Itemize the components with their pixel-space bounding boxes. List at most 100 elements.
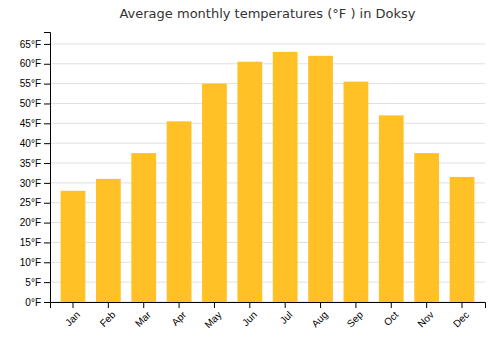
x-tick-label: Sep — [345, 309, 366, 330]
bars — [61, 52, 475, 302]
y-tick-mark — [44, 223, 50, 224]
bar — [450, 177, 475, 302]
x-tick: Nov — [415, 302, 435, 329]
x-tick-mark — [108, 302, 109, 308]
y-tick-label: 15°F — [20, 237, 41, 248]
y-tick: 45°F — [20, 118, 50, 129]
x-tick-label: Apr — [169, 309, 188, 328]
y-tick-label: 35°F — [20, 158, 41, 169]
x-tick-mark — [355, 302, 356, 308]
x-tick-mark — [214, 302, 215, 308]
y-tick-label: 55°F — [20, 78, 41, 89]
bar — [344, 82, 369, 302]
grid-line — [50, 143, 485, 144]
bar — [61, 191, 86, 302]
x-tick-mark — [285, 302, 286, 308]
x-axis: Jan Feb Mar Apr May Jun Jul Aug Sep Oct Nov Dec — [51, 302, 486, 330]
x-tick: Aug — [309, 302, 329, 329]
bar — [273, 52, 298, 302]
y-tick-label: 50°F — [20, 98, 41, 109]
y-tick-mark — [44, 64, 50, 65]
y-tick-mark — [44, 302, 50, 303]
y-tick-mark — [44, 262, 50, 263]
x-tick-mark — [72, 302, 73, 308]
y-tick: 10°F — [20, 257, 50, 268]
title: Average monthly temperatures (°F ) in Do… — [119, 6, 415, 21]
x-tick-label: Nov — [415, 309, 435, 329]
y-tick-mark — [44, 123, 50, 124]
grid-line — [50, 63, 485, 64]
x-tick: Jun — [240, 302, 259, 328]
bar — [237, 62, 262, 302]
x-tick-label: Feb — [98, 309, 118, 329]
bar — [131, 153, 156, 302]
y-tick: 40°F — [20, 138, 50, 149]
y-tick: 35°F — [20, 158, 50, 169]
y-tick-label: 60°F — [20, 58, 41, 69]
x-tick: Mar — [133, 302, 153, 329]
x-tick-mark — [320, 302, 321, 308]
x-tick: Apr — [169, 302, 188, 328]
x-tick-label: Mar — [133, 309, 153, 329]
y-tick-mark — [44, 183, 50, 184]
x-tick-label: Oct — [382, 309, 401, 328]
y-tick-mark — [44, 44, 50, 45]
y-tick-label: 45°F — [20, 118, 41, 129]
x-tick-mark — [391, 302, 392, 308]
y-tick: 20°F — [20, 217, 50, 228]
y-tick-mark — [44, 203, 50, 204]
y-tick: 50°F — [20, 98, 50, 109]
y-tick: 55°F — [20, 78, 50, 89]
y-tick-label: 5°F — [25, 277, 41, 288]
plot: 0°F 5°F 10°F 15°F 20°F 25°F 30°F 35°F 40°F 45°F 50… — [20, 33, 486, 331]
y-tick-label: 0°F — [25, 297, 41, 308]
y-tick-label: 10°F — [20, 257, 41, 268]
y-tick-label: 20°F — [20, 217, 41, 228]
x-tick-label: Dec — [451, 309, 471, 329]
bar — [96, 179, 121, 302]
x-tick-label: May — [202, 309, 223, 330]
y-tick-mark — [44, 163, 50, 164]
x-tick-mark — [249, 302, 250, 308]
y-tick-mark — [44, 282, 50, 283]
x-tick: Feb — [98, 302, 118, 329]
y-tick: 5°F — [25, 277, 50, 288]
y-tick-mark — [44, 84, 50, 85]
y-axis-line — [44, 33, 51, 303]
bar — [379, 115, 404, 302]
y-tick: 0°F — [25, 297, 50, 308]
y-tick-label: 25°F — [20, 197, 41, 208]
x-tick: Sep — [345, 302, 366, 329]
grid-line — [50, 123, 485, 124]
x-tick-label: Jan — [63, 309, 82, 328]
y-tick-mark — [44, 242, 50, 243]
x-tick-mark — [179, 302, 180, 308]
y-tick: 60°F — [20, 58, 50, 69]
grid — [50, 44, 485, 302]
x-tick: Jan — [63, 302, 82, 328]
y-tick: 30°F — [20, 178, 50, 189]
x-tick-mark — [143, 302, 144, 308]
x-tick-label: Jul — [278, 309, 295, 326]
x-tick-label: Jun — [240, 309, 259, 328]
y-tick-mark — [44, 103, 50, 104]
bar — [308, 56, 333, 302]
x-tick: Dec — [451, 302, 471, 329]
grid-line — [50, 83, 485, 84]
x-tick: Jul — [278, 302, 295, 326]
x-tick-mark — [426, 302, 427, 308]
y-tick-label: 40°F — [20, 138, 41, 149]
grid-line — [50, 43, 485, 44]
x-tick-label: Aug — [309, 309, 329, 329]
y-tick-label: 30°F — [20, 178, 41, 189]
y-tick: 25°F — [20, 197, 50, 208]
y-tick: 15°F — [20, 237, 50, 248]
y-tick: 65°F — [20, 39, 50, 50]
bar — [167, 121, 192, 302]
x-tick-mark — [462, 302, 463, 308]
y-tick-label: 65°F — [20, 39, 41, 50]
chart: 0°F 5°F 10°F 15°F 20°F 25°F 30°F 35°F 40°F 45°F 50… — [0, 0, 500, 350]
bar — [202, 84, 227, 302]
x-axis-line — [51, 303, 486, 309]
y-axis: 0°F 5°F 10°F 15°F 20°F 25°F 30°F 35°F 40°F 45°F 50… — [20, 33, 51, 308]
